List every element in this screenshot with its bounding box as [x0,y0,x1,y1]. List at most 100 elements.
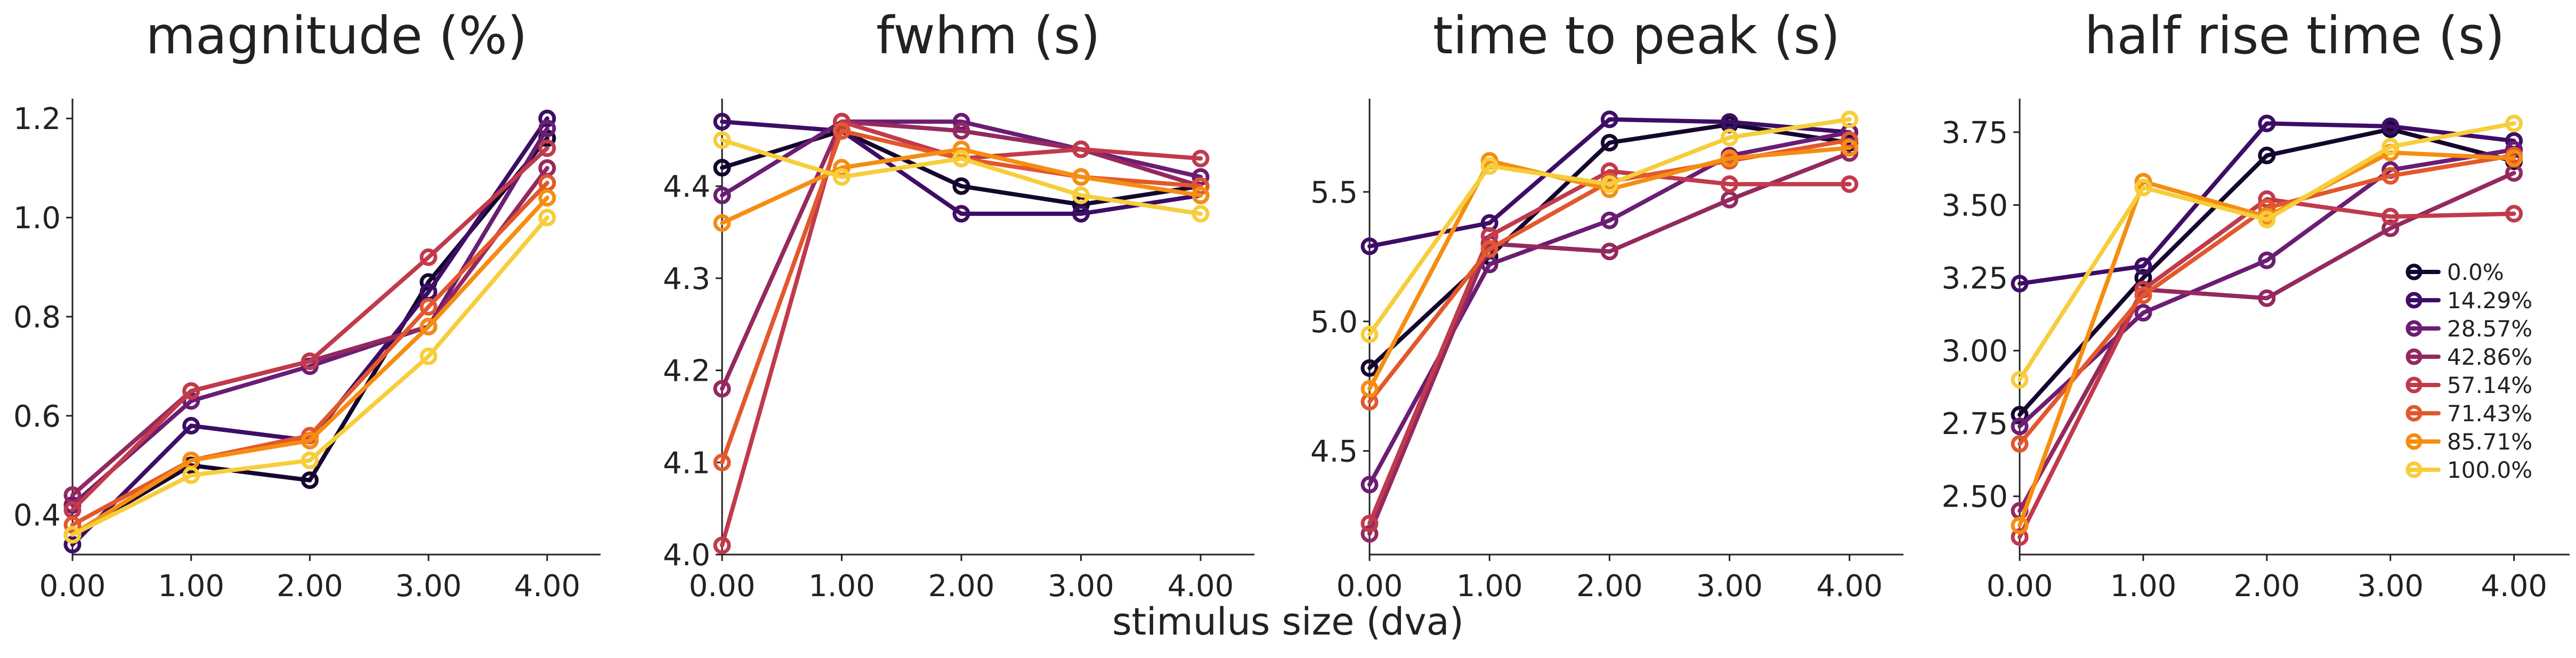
y-tick-label: 5.0 [1310,305,1358,340]
data-point [2258,289,2276,307]
data-point [1480,240,1498,258]
data-point [538,119,556,138]
data-point [713,131,731,149]
legend-label: 71.43% [2447,400,2532,427]
data-point [1600,211,1618,229]
x-tick-label: 4.00 [514,569,580,604]
data-point [2134,286,2152,304]
x-tick-label: 3.00 [1696,569,1763,604]
panel-title: time to peak (s) [1433,6,1840,66]
data-point [1192,149,1210,167]
series-line-28.57% [2018,147,2516,429]
legend-swatch-marker [2405,461,2423,478]
series-line-28.57% [720,119,1203,198]
data-point [538,109,556,127]
y-tick-label: 2.75 [1941,407,2008,442]
data-point [2011,406,2029,424]
series-line-42.86% [720,119,1203,391]
chart-panel-1: magnitude (%) 0.00 1.00 2.00 3.00 4.00 0.4 0.6 0… [13,6,601,604]
data-point [2381,167,2400,185]
data-point [1480,157,1498,175]
data-point [182,466,200,484]
y-tick-label: 4.4 [663,170,710,204]
data-point [1360,359,1379,377]
data-point [1072,205,1090,223]
figure-xlabel: stimulus size (dva) [1112,600,1464,644]
legend-label: 57.14% [2447,372,2532,398]
data-point [2381,219,2400,237]
data-point [63,516,82,534]
data-point [2381,117,2400,135]
x-tick-label: 2.00 [2233,569,2300,604]
data-point [1600,134,1618,152]
data-point [1721,175,1739,193]
data-point [1192,168,1210,186]
y-tick-label: 2.50 [1941,480,2008,515]
data-point [1360,325,1379,343]
data-point [419,298,438,316]
series-line-0.0% [720,129,1203,207]
data-point [2011,435,2029,453]
data-point [2381,138,2400,156]
legend-label: 42.86% [2447,344,2532,370]
panel-title: magnitude (%) [146,6,528,66]
data-point [2258,147,2276,165]
legend: 0.0%14.29%28.57%42.86%57.14%71.43%85.71%… [2405,259,2532,483]
y-tick-label: 4.1 [663,446,710,480]
data-point [182,416,200,435]
x-tick-label: 0.00 [689,569,756,604]
y-tick-label: 3.00 [1941,334,2008,369]
x-tick-label: 3.00 [395,569,462,604]
y-tick-label: 0.8 [13,300,61,335]
series-line-85.71% [2018,150,2516,528]
data-point [952,122,970,140]
data-point [538,189,556,207]
data-point [1360,525,1379,543]
series-line-100.0% [70,215,549,537]
legend-label: 100.0% [2447,457,2532,483]
legend-label: 85.71% [2447,429,2532,455]
series-line-42.86% [1367,151,1852,536]
series-line-100.0% [2018,121,2516,382]
y-tick-label: 3.25 [1941,261,2008,296]
y-tick-label: 4.0 [663,538,710,573]
data-point [1841,175,1859,193]
data-point [2011,528,2029,546]
data-point [2505,205,2523,223]
data-point [1360,515,1379,533]
data-point [713,159,731,177]
data-point [301,431,319,450]
x-tick-label: 2.00 [928,569,995,604]
data-point [2258,251,2276,269]
series-line-57.14% [70,146,549,512]
data-point [1600,175,1618,193]
data-point [1192,186,1210,204]
data-point [1192,177,1210,195]
legend-swatch-marker [2405,292,2423,309]
y-tick-label: 1.0 [13,201,61,236]
data-point [1360,237,1379,255]
x-tick-label: 4.00 [1168,569,1234,604]
legend-swatch-marker [2405,376,2423,394]
data-point [301,352,319,371]
panel-title: half rise time (s) [2085,6,2505,66]
data-point [1721,149,1739,167]
data-point [1072,140,1090,158]
chart-panel-3: time to peak (s) 0.00 1.00 2.00 3.00 4.00 4.5 5… [1310,6,1903,604]
data-point [2011,371,2029,389]
series-line-100.0% [1367,117,1852,337]
chart-panel-2: fwhm (s) 0.00 1.00 2.00 3.00 4.00 4.0 4.1 4.2 4.3… [663,6,1254,604]
y-tick-label: 3.50 [1941,188,2008,223]
data-point [713,113,731,131]
series-line-42.86% [2018,171,2516,513]
data-point [419,318,438,335]
x-tick-label: 2.00 [277,569,343,604]
y-tick-label: 3.75 [1941,116,2008,150]
data-point [2381,207,2400,226]
x-tick-label: 4.00 [1816,569,1883,604]
data-point [2011,275,2029,293]
data-point [1072,168,1090,186]
data-point [1360,476,1379,494]
x-tick-label: 1.00 [1456,569,1523,604]
